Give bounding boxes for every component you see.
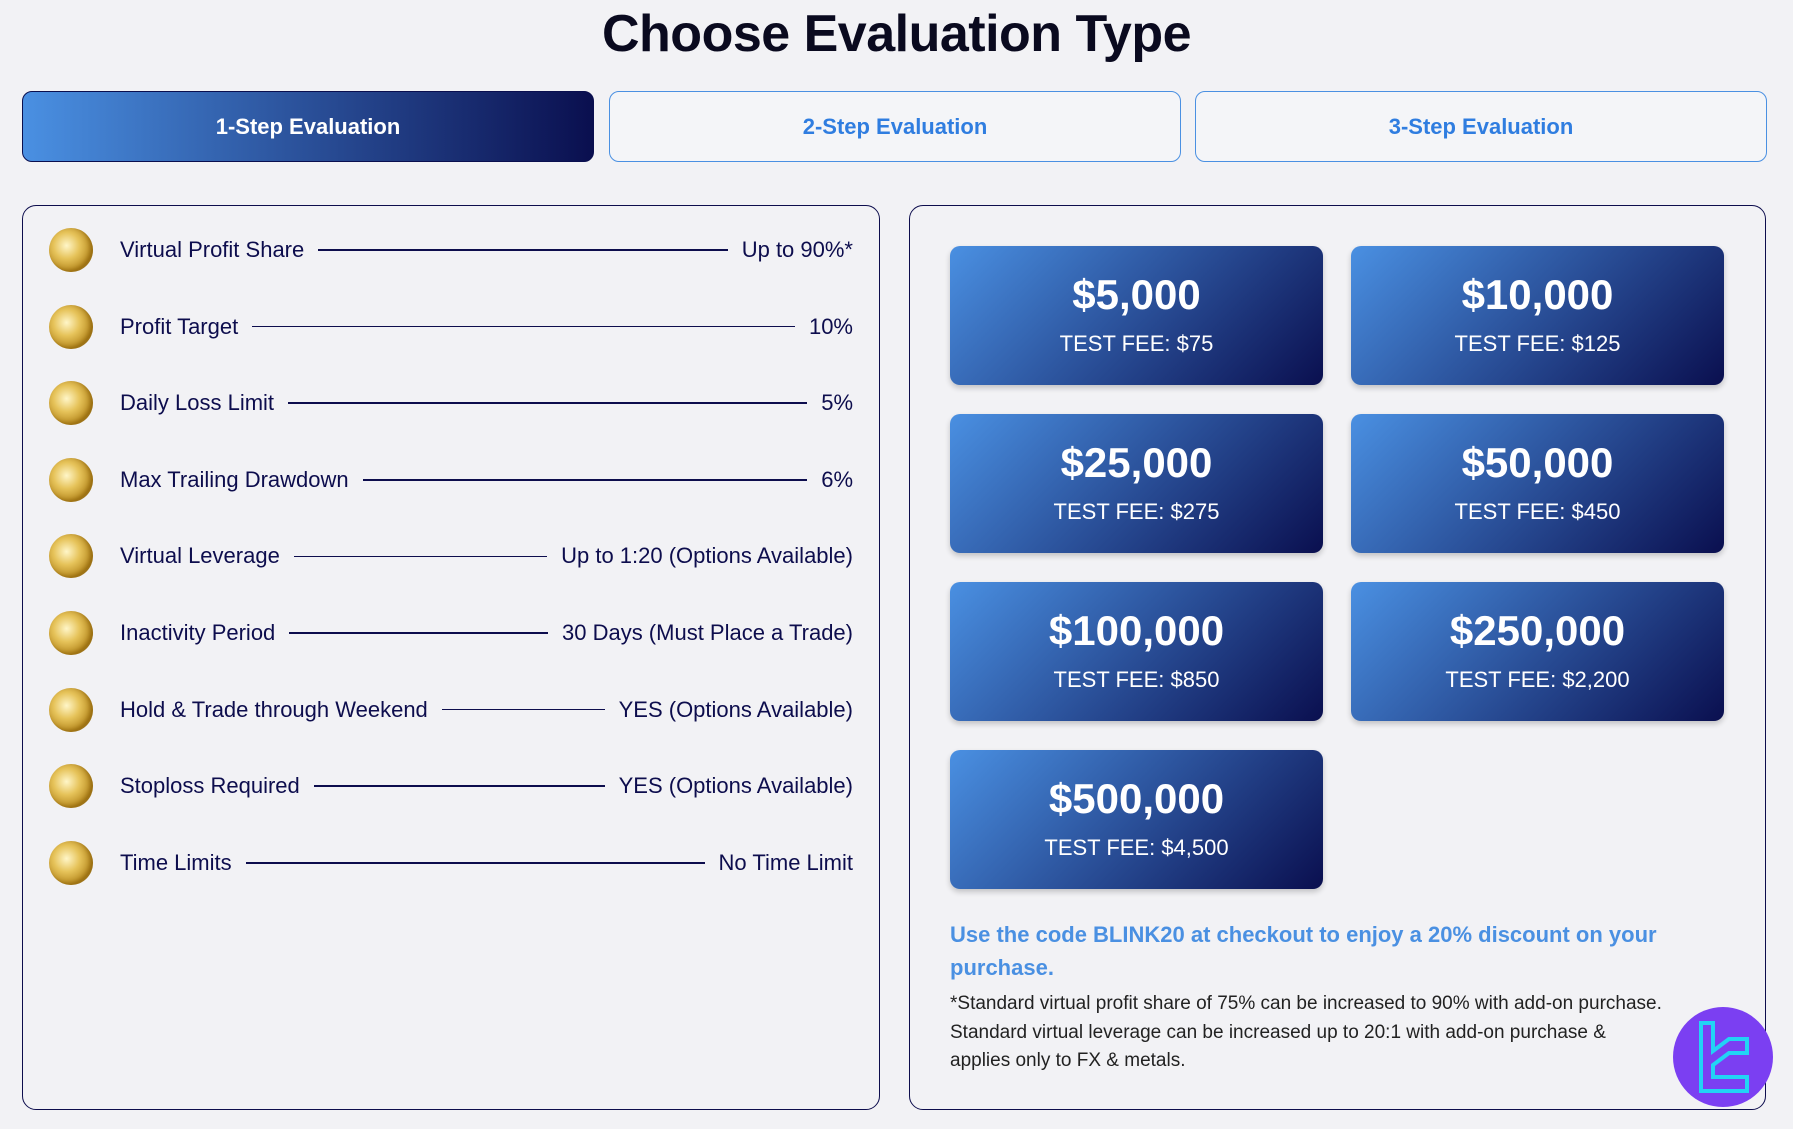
feature-row: Virtual Profit Share Up to 90%* <box>49 228 853 272</box>
divider <box>362 479 808 481</box>
globe-icon <box>49 611 93 655</box>
feature-value: Up to 90%* <box>741 237 853 262</box>
globe-icon <box>49 840 93 885</box>
globe-icon <box>49 304 93 349</box>
promo-text: Use the code BLINK20 at checkout to enjo… <box>950 922 1657 980</box>
divider <box>313 785 605 787</box>
feature-value: YES (Options Available) <box>618 773 853 799</box>
tab-1-step[interactable]: 1-Step Evaluation <box>22 91 594 162</box>
feature-row: Time Limits No Time Limit <box>49 840 853 885</box>
test-fee: TEST FEE: $125 <box>1454 331 1621 356</box>
divider <box>245 862 705 864</box>
feature-label: Inactivity Period <box>120 620 276 645</box>
brand-logo-icon <box>1673 1007 1773 1107</box>
feature-row: Hold & Trade through Weekend YES (Options… <box>49 687 853 732</box>
account-card[interactable]: $500,000 TEST FEE: $4,500 <box>950 750 1323 889</box>
feature-label: Max Trailing Drawdown <box>120 466 349 492</box>
account-card[interactable]: $250,000 TEST FEE: $2,200 <box>1351 582 1724 721</box>
accounts-panel <box>909 205 1766 1110</box>
feature-value: 5% <box>821 390 853 416</box>
test-fee: TEST FEE: $850 <box>1053 667 1220 692</box>
account-amount: $25,000 <box>1060 439 1213 486</box>
features-panel: Virtual Profit Share Up to 90%* Profit Tar… <box>22 205 880 1110</box>
feature-label: Time Limits <box>120 849 232 875</box>
feature-value: Up to 1:20 (Options Available) <box>561 543 853 569</box>
page-title: Choose Evaluation Type <box>601 5 1192 63</box>
feature-row: Inactivity Period 30 Days (Must Place a T… <box>49 611 853 655</box>
account-card[interactable]: $5,000 TEST FEE: $75 <box>950 246 1323 385</box>
feature-row: Virtual Leverage Up to 1:20 (Options Avai… <box>49 534 853 579</box>
globe-icon <box>49 534 93 579</box>
test-fee: TEST FEE: $75 <box>1059 331 1214 356</box>
tab-2-step[interactable]: 2-Step Evaluation <box>609 91 1181 162</box>
divider <box>289 632 548 634</box>
account-card[interactable]: $10,000 TEST FEE: $125 <box>1351 246 1724 385</box>
test-fee: TEST FEE: $2,200 <box>1445 667 1630 692</box>
globe-icon <box>49 381 93 426</box>
account-amount: $50,000 <box>1461 439 1614 486</box>
globe-icon <box>49 764 93 809</box>
account-amount: $10,000 <box>1461 271 1614 318</box>
account-card[interactable]: $25,000 TEST FEE: $275 <box>950 414 1323 553</box>
divider <box>318 249 728 251</box>
test-fee: TEST FEE: $275 <box>1053 499 1220 524</box>
account-card[interactable]: $50,000 TEST FEE: $450 <box>1351 414 1724 553</box>
feature-value: No Time Limit <box>718 849 853 875</box>
tab-3-step[interactable]: 3-Step Evaluation <box>1195 91 1767 162</box>
feature-value: 30 Days (Must Place a Trade) <box>561 620 853 645</box>
feature-row: Daily Loss Limit 5% <box>49 381 853 426</box>
feature-value: 10% <box>808 313 853 339</box>
account-card[interactable]: $100,000 TEST FEE: $850 <box>950 582 1323 721</box>
feature-value: 6% <box>821 466 853 492</box>
account-amount: $5,000 <box>1072 271 1201 318</box>
divider <box>293 555 548 558</box>
globe-icon <box>49 457 93 502</box>
divider <box>252 325 795 328</box>
test-fee: TEST FEE: $450 <box>1454 499 1621 524</box>
feature-label: Daily Loss Limit <box>120 390 275 416</box>
feature-label: Profit Target <box>120 313 239 339</box>
test-fee: TEST FEE: $4,500 <box>1044 835 1229 860</box>
feature-label: Virtual Profit Share <box>120 237 305 262</box>
feature-value: YES (Options Available) <box>618 696 853 722</box>
globe-icon <box>49 687 93 732</box>
footnote: *Standard virtual profit share of 75% ca… <box>950 993 1662 1071</box>
account-amount: $100,000 <box>1048 607 1225 654</box>
feature-label: Virtual Leverage <box>120 543 280 569</box>
divider <box>441 708 605 711</box>
divider <box>288 402 808 404</box>
feature-label: Hold & Trade through Weekend <box>120 696 428 722</box>
globe-icon <box>49 228 93 272</box>
account-amount: $250,000 <box>1449 607 1626 654</box>
account-amount: $500,000 <box>1048 775 1225 822</box>
feature-row: Profit Target 10% <box>49 304 853 349</box>
feature-label: Stoploss Required <box>120 773 300 799</box>
feature-row: Max Trailing Drawdown 6% <box>49 457 853 502</box>
feature-row: Stoploss Required YES (Options Available) <box>49 764 853 809</box>
